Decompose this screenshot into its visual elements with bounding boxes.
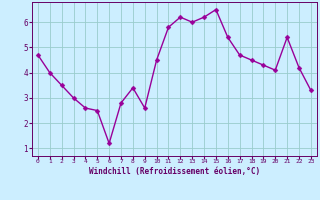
X-axis label: Windchill (Refroidissement éolien,°C): Windchill (Refroidissement éolien,°C) bbox=[89, 167, 260, 176]
